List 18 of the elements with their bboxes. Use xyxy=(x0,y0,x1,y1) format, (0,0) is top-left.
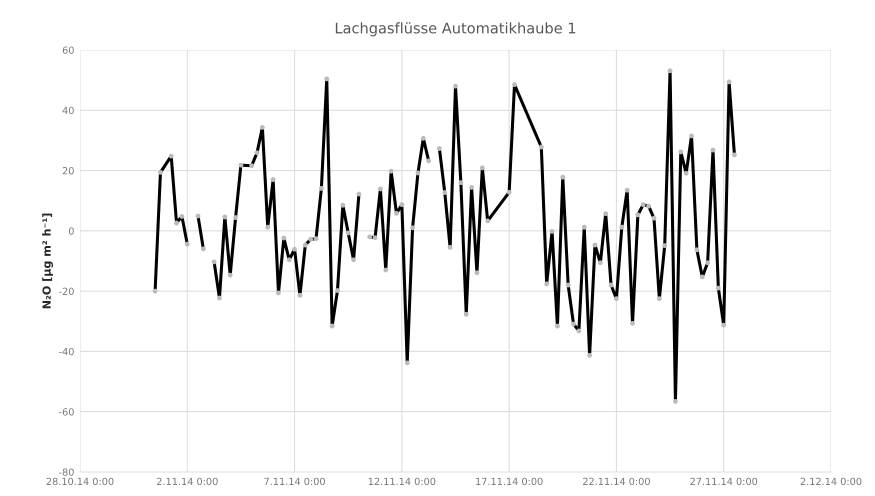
y-tick-label: -80 xyxy=(59,468,74,476)
y-tick-label: 60 xyxy=(62,46,74,54)
x-tick-label: 22.11.14 0:00 xyxy=(583,478,650,486)
y-tick-label: -60 xyxy=(59,408,74,416)
y-tick-label: -20 xyxy=(59,288,74,295)
x-tick-label: 28.10.14 0:00 xyxy=(46,478,114,486)
y-tick-label: 0 xyxy=(68,227,74,235)
x-tick-label: 27.11.14 0:00 xyxy=(690,478,758,486)
y-axis-title: N₂O [µg m² h⁻¹] xyxy=(42,214,54,308)
x-tick-label: 2.11.14 0:00 xyxy=(156,478,218,486)
y-tick-label: 20 xyxy=(62,167,74,174)
chart-title: Lachgasflüsse Automatikhaube 1 xyxy=(336,22,576,36)
x-tick-label: 12.11.14 0:00 xyxy=(368,478,436,486)
y-tick-label: 40 xyxy=(62,106,74,114)
x-tick-label: 7.11.14 0:00 xyxy=(264,478,325,486)
x-tick-label: 17.11.14 0:00 xyxy=(476,478,543,486)
y-tick-label: -40 xyxy=(59,348,74,356)
x-tick-label: 2.12.14 0:00 xyxy=(800,478,862,486)
